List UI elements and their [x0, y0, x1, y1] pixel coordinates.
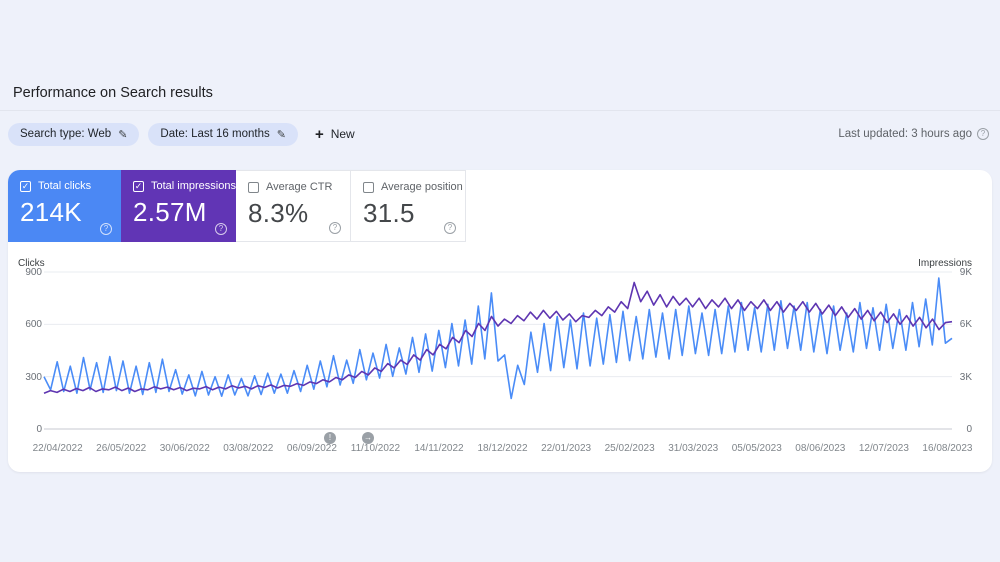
x-axis-labels: 22/04/2022 26/05/2022 30/06/2022 03/08/2022… — [33, 443, 973, 457]
metric-label: Total impressions — [151, 180, 236, 192]
filter-chip-label: Search type: Web — [20, 128, 112, 140]
filter-row: Search type: Web ✎ Date: Last 16 months … — [8, 122, 355, 146]
x-axis-tick: 06/09/2022 — [286, 443, 337, 454]
annotation-arrow-icon[interactable]: → — [362, 432, 374, 444]
x-axis-tick: 25/02/2023 — [604, 443, 655, 454]
right-axis-tick: 0 — [966, 423, 972, 435]
metric-card-total-clicks[interactable]: ✓ Total clicks 214K ? — [8, 170, 121, 242]
metric-card-average-ctr[interactable]: ✓ Average CTR 8.3% ? — [236, 170, 351, 242]
metric-label: Average CTR — [266, 181, 333, 193]
performance-panel: ✓ Total clicks 214K ? ✓ Total impression… — [8, 170, 992, 472]
help-icon[interactable]: ? — [100, 223, 112, 235]
filter-chip-label: Date: Last 16 months — [160, 128, 270, 140]
left-axis-tick: 600 — [25, 319, 42, 331]
annotation-marker-icon[interactable]: ! — [324, 432, 336, 444]
series-line-clicks — [43, 277, 953, 400]
edit-pencil-icon: ✎ — [118, 128, 128, 141]
plus-icon: + — [314, 125, 324, 143]
right-axis-title: Impressions — [918, 258, 972, 269]
right-axis-tick: 3K — [959, 371, 972, 383]
left-axis-title: Clicks — [18, 258, 45, 269]
checkbox-unchecked-icon[interactable]: ✓ — [248, 181, 259, 193]
chart-svg — [43, 271, 953, 430]
x-axis-tick: 31/03/2023 — [668, 443, 719, 454]
x-axis-tick: 14/11/2022 — [414, 443, 464, 454]
title-divider — [0, 110, 1000, 111]
checkbox-unchecked-icon[interactable]: ✓ — [363, 181, 374, 193]
help-icon[interactable]: ? — [329, 222, 341, 234]
new-filter-button[interactable]: + New — [315, 126, 355, 143]
x-axis-tick: 30/06/2022 — [159, 443, 210, 454]
x-axis-tick: 08/06/2023 — [795, 443, 846, 454]
metrics-row: ✓ Total clicks 214K ? ✓ Total impression… — [8, 170, 466, 242]
help-icon[interactable]: ? — [215, 223, 227, 235]
x-axis-tick: 26/05/2022 — [96, 443, 147, 454]
filter-chip-date[interactable]: Date: Last 16 months ✎ — [148, 122, 298, 146]
chart-plot-area[interactable]: ! → — [43, 271, 953, 444]
checkbox-checked-icon[interactable]: ✓ — [20, 180, 31, 192]
x-axis-tick: 12/07/2023 — [858, 443, 909, 454]
metric-value: 214K — [20, 197, 82, 227]
x-axis-tick: 18/12/2022 — [477, 443, 528, 454]
right-axis-tick: 9K — [959, 267, 972, 278]
checkbox-checked-icon[interactable]: ✓ — [133, 180, 144, 192]
new-filter-label: New — [330, 127, 355, 141]
help-icon[interactable]: ? — [444, 222, 456, 234]
x-axis-tick: 16/08/2023 — [922, 443, 973, 454]
metric-value: 2.57M — [133, 197, 207, 227]
metric-value: 8.3% — [248, 198, 309, 228]
page-title: Performance on Search results — [13, 85, 213, 101]
help-icon[interactable]: ? — [977, 128, 989, 140]
metric-value: 31.5 — [363, 198, 415, 228]
left-axis-tick: 300 — [25, 371, 42, 383]
metric-label: Average position — [381, 181, 463, 193]
x-axis-tick: 22/01/2023 — [541, 443, 592, 454]
edit-pencil-icon: ✎ — [276, 128, 286, 141]
last-updated-text: Last updated: 3 hours ago — [838, 128, 972, 140]
last-updated: Last updated: 3 hours ago ? — [838, 128, 989, 140]
x-axis-tick: 03/08/2022 — [223, 443, 274, 454]
right-axis-tick: 6K — [959, 319, 972, 331]
metric-card-average-position[interactable]: ✓ Average position 31.5 ? — [351, 170, 466, 242]
metric-card-total-impressions[interactable]: ✓ Total impressions 2.57M ? — [121, 170, 236, 242]
series-line-impressions — [43, 281, 953, 394]
filter-chip-search-type[interactable]: Search type: Web ✎ — [8, 122, 140, 146]
x-axis-tick: 11/10/2022 — [350, 443, 401, 454]
x-axis-tick: 05/05/2023 — [731, 443, 782, 454]
metric-label: Total clicks — [38, 180, 92, 192]
left-axis-tick: 900 — [25, 267, 42, 278]
x-axis-tick: 22/04/2022 — [32, 443, 83, 454]
left-axis-tick: 0 — [36, 423, 42, 435]
